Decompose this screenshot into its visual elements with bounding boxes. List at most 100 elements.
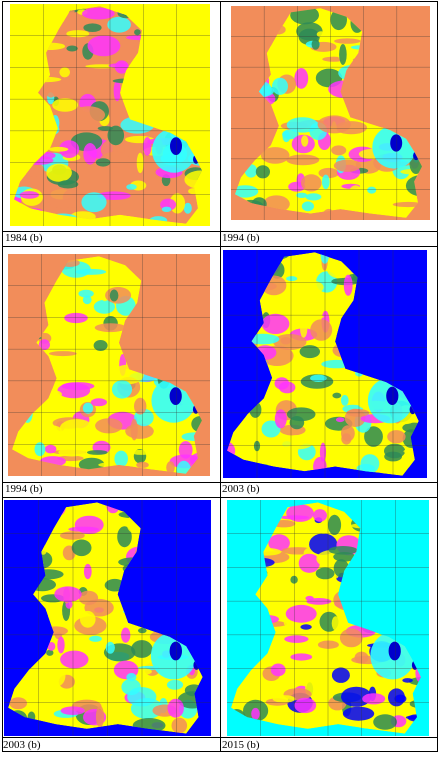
- land-cover-patch: [46, 649, 54, 656]
- map-1984: [10, 4, 210, 226]
- land-cover-patch: [59, 140, 80, 159]
- land-cover-patch: [9, 697, 27, 710]
- land-cover-patch: [44, 444, 57, 454]
- land-cover-patch: [270, 663, 286, 677]
- land-cover-patch: [113, 80, 121, 102]
- land-cover-patch: [280, 337, 291, 345]
- caption-1984: 1984 (b): [5, 232, 43, 244]
- caption-2015: 2015 (b): [222, 739, 260, 751]
- land-cover-patch: [80, 368, 109, 380]
- land-cover-patch: [83, 143, 97, 165]
- land-cover-patch: [305, 595, 314, 601]
- land-cover-patch: [166, 461, 175, 474]
- land-cover-patch: [331, 667, 350, 683]
- land-cover-patch: [272, 77, 288, 95]
- land-cover-patch: [57, 636, 65, 654]
- land-cover-patch: [48, 146, 69, 152]
- land-cover-patch: [166, 679, 184, 690]
- land-cover-patch: [255, 165, 270, 179]
- land-cover-patch: [367, 186, 377, 194]
- land-cover-patch: [82, 7, 115, 20]
- lake: [169, 387, 182, 405]
- land-cover-patch: [46, 187, 78, 209]
- land-cover-patch: [114, 450, 128, 467]
- land-cover-patch: [82, 402, 94, 414]
- land-cover-patch: [301, 135, 309, 147]
- land-cover-patch: [332, 392, 342, 399]
- land-cover-patch: [89, 635, 102, 642]
- land-cover-patch: [126, 673, 137, 682]
- land-cover-patch: [75, 268, 107, 275]
- land-cover-patch: [300, 321, 308, 338]
- row-divider: [3, 737, 437, 738]
- caption-1994-second: 1994 (b): [5, 483, 43, 495]
- land-cover-patch: [107, 125, 125, 146]
- land-cover-patch: [93, 299, 115, 314]
- land-cover-patch: [299, 345, 320, 359]
- land-cover-patch: [298, 553, 320, 573]
- land-cover-patch: [321, 174, 330, 190]
- land-cover-patch: [282, 131, 291, 143]
- caption-2003-second: 2003 (b): [3, 739, 41, 751]
- land-cover-patch: [294, 280, 324, 295]
- land-cover-patch: [54, 586, 82, 602]
- land-cover-patch: [290, 653, 313, 661]
- land-cover-patch: [296, 192, 308, 198]
- lake: [388, 641, 401, 661]
- land-cover-patch: [154, 432, 175, 444]
- land-cover-patch: [286, 154, 320, 166]
- land-cover-patch: [305, 193, 322, 201]
- land-cover-patch: [108, 539, 118, 547]
- land-cover-patch: [261, 313, 290, 334]
- lake: [390, 134, 403, 152]
- land-cover-patch: [285, 604, 317, 623]
- land-cover-patch: [339, 628, 363, 648]
- land-cover-patch: [171, 717, 188, 734]
- land-cover-patch: [246, 685, 274, 698]
- land-cover-patch: [143, 137, 152, 156]
- map-1994: [231, 6, 430, 220]
- map-1994-second: [8, 254, 210, 476]
- land-cover-patch: [318, 167, 339, 179]
- land-cover-patch: [117, 526, 132, 548]
- map-2003-second: [4, 500, 211, 736]
- land-cover-patch: [408, 676, 421, 686]
- land-cover-patch: [261, 420, 281, 438]
- land-cover-patch: [65, 331, 81, 353]
- land-cover-patch: [303, 581, 314, 599]
- land-cover-patch: [268, 534, 290, 552]
- caption-2003: 2003 (b): [222, 483, 260, 495]
- land-cover-patch: [87, 450, 108, 455]
- map-panel-table: [2, 1, 438, 752]
- land-cover-patch: [60, 650, 89, 669]
- land-cover-patch: [284, 635, 309, 643]
- land-cover-patch: [60, 531, 85, 540]
- land-cover-patch: [81, 192, 107, 213]
- land-cover-patch: [178, 441, 193, 459]
- land-cover-patch: [19, 191, 39, 199]
- map-grid: [4, 500, 211, 736]
- lake: [386, 386, 399, 405]
- land-cover-patch: [327, 514, 342, 535]
- land-cover-patch: [310, 319, 333, 341]
- land-cover-patch: [373, 714, 397, 730]
- land-cover-patch: [388, 688, 405, 707]
- land-cover-patch: [300, 624, 312, 630]
- land-cover-patch: [74, 515, 104, 535]
- row-divider: [3, 246, 437, 247]
- land-cover-patch: [138, 627, 147, 634]
- land-cover-patch: [235, 185, 259, 198]
- land-cover-patch: [333, 159, 361, 172]
- land-cover-patch: [34, 442, 46, 457]
- caption-1994: 1994 (b): [222, 232, 260, 244]
- lake: [169, 641, 182, 661]
- land-cover-patch: [384, 443, 406, 459]
- land-cover-patch: [57, 382, 91, 399]
- land-cover-patch: [364, 426, 383, 447]
- land-cover-patch: [333, 552, 356, 562]
- land-cover-patch: [286, 407, 316, 422]
- land-cover-patch: [341, 425, 355, 442]
- land-cover-patch: [294, 50, 310, 67]
- row-divider: [3, 231, 437, 232]
- land-cover-patch: [360, 454, 380, 474]
